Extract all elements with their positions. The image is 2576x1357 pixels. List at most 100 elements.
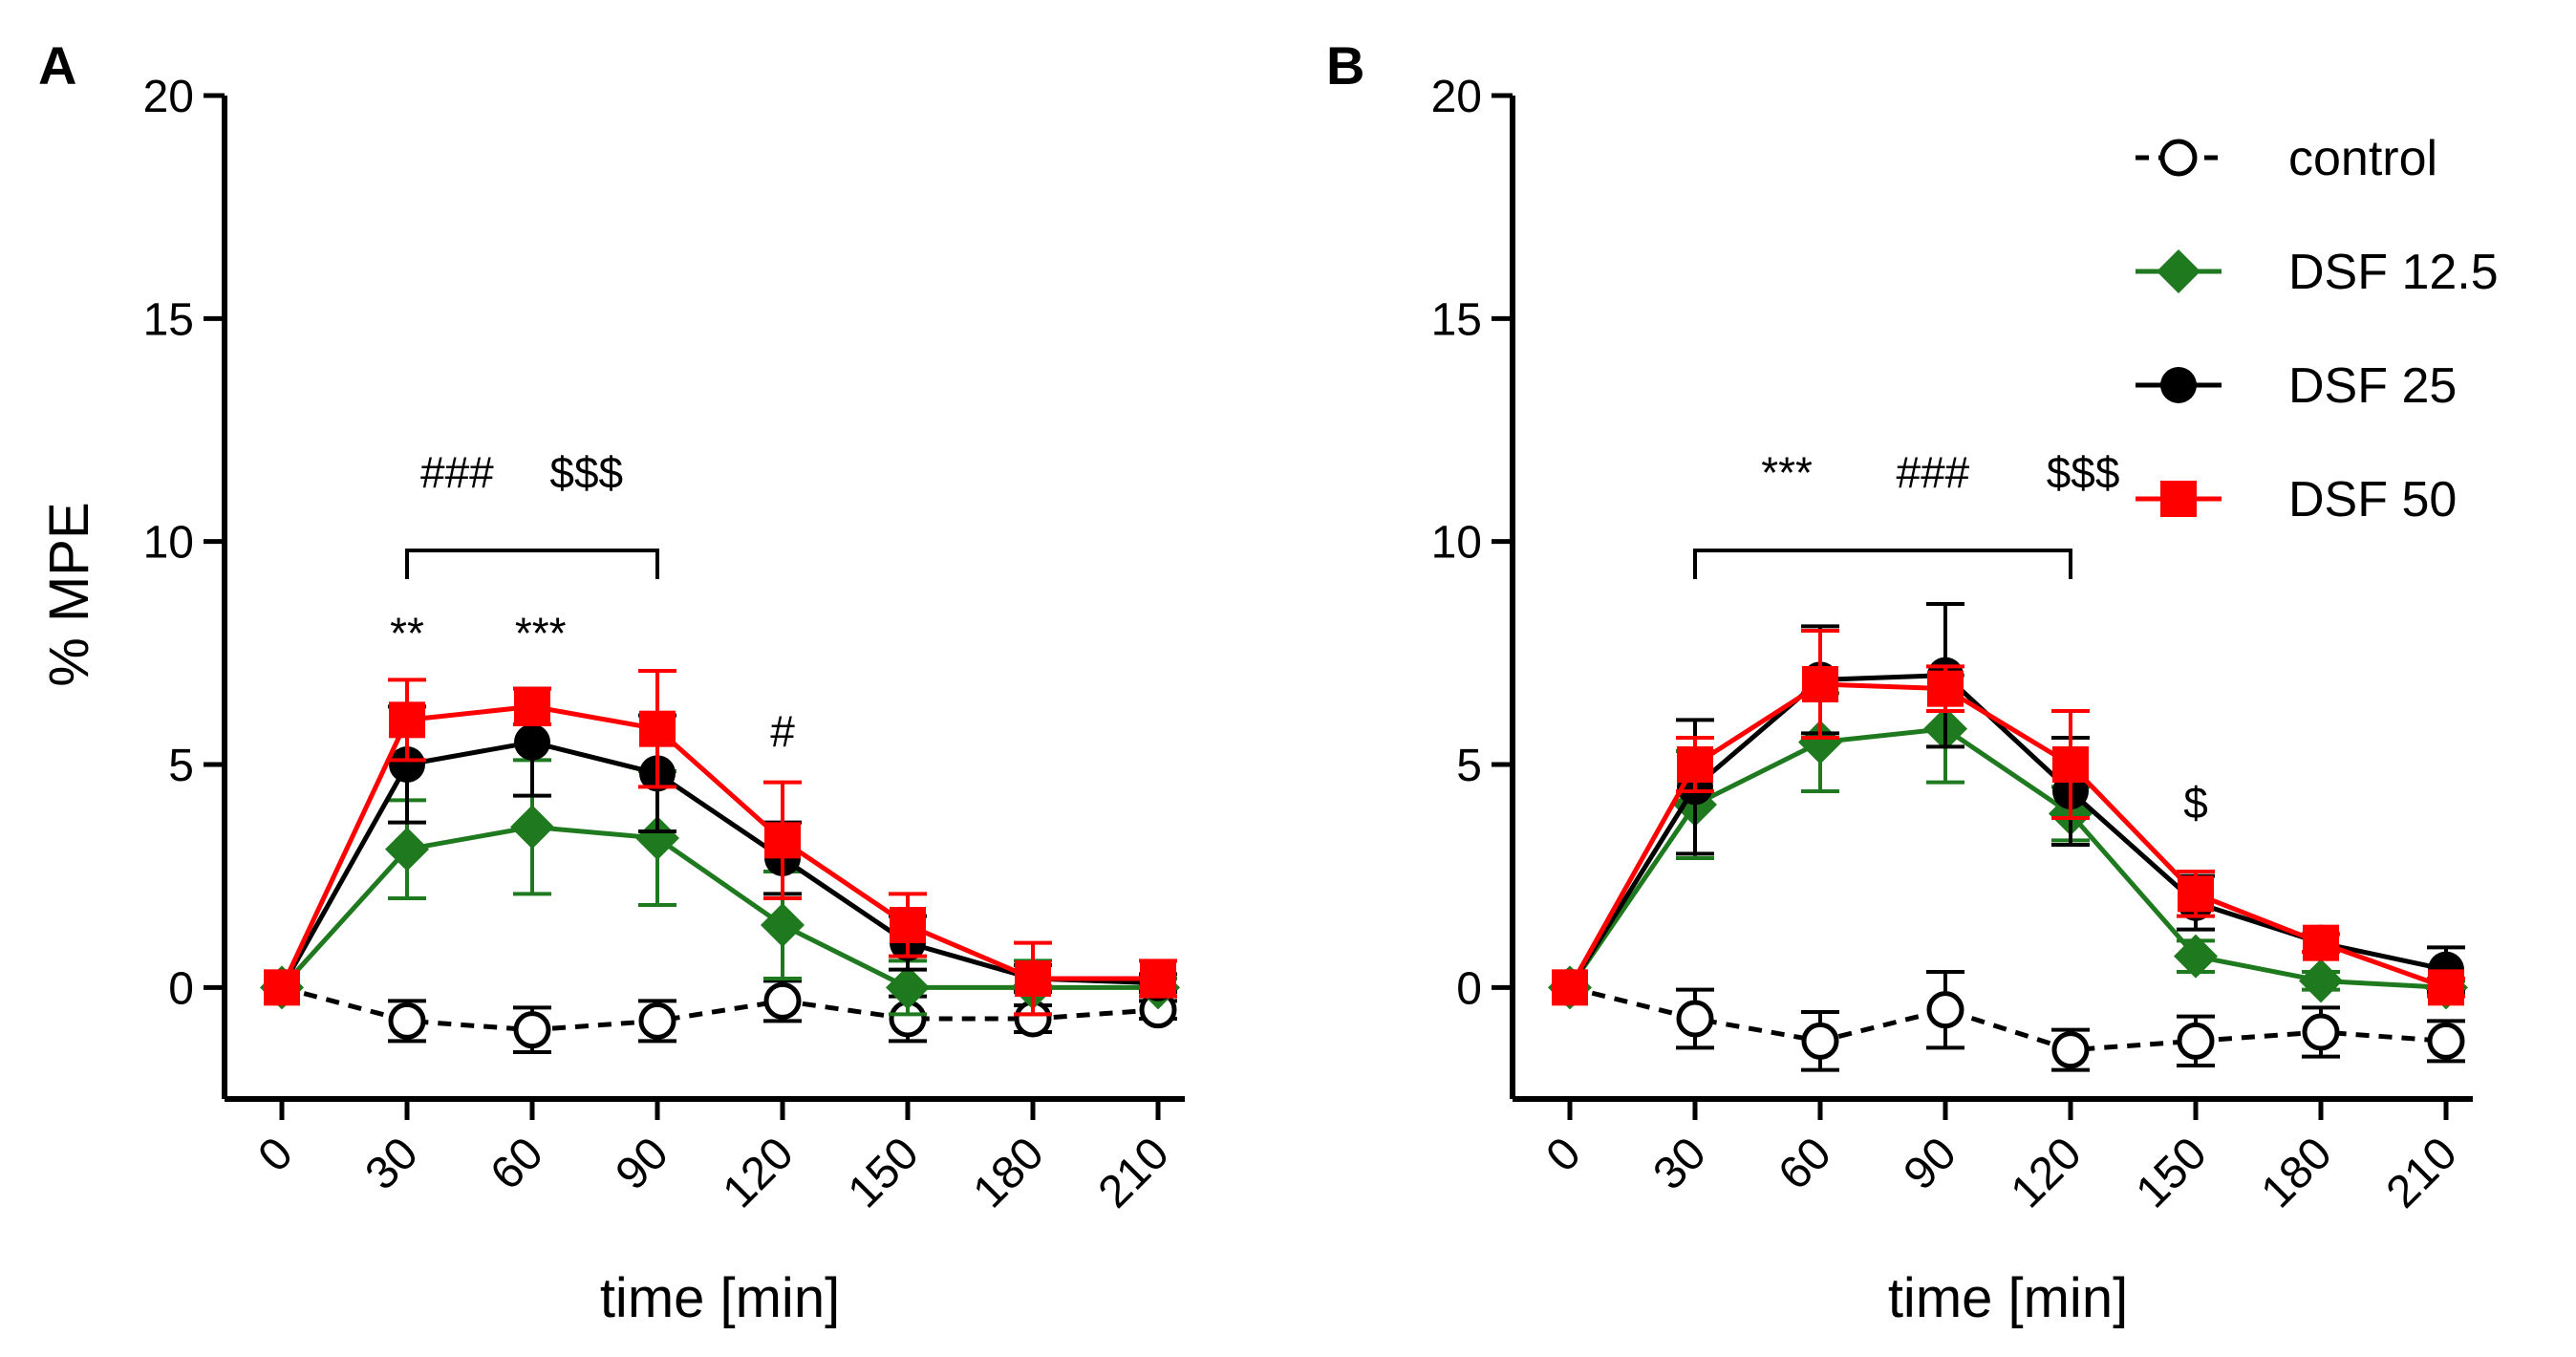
data-point	[2428, 969, 2464, 1006]
series-line	[1567, 726, 2447, 990]
data-point	[1015, 960, 1051, 997]
series-line	[1569, 984, 2447, 1053]
x-tick-label: 150	[839, 1128, 929, 1217]
significance-marker: ###	[1897, 448, 1970, 498]
data-point	[2159, 139, 2198, 177]
panel-b: B 0 5 10 15 20 0 30 60 90 120 150 180 210 time [min] **…	[1326, 35, 2499, 1329]
data-point	[1802, 666, 1838, 702]
data-point	[1676, 1000, 1714, 1038]
legend-entry: DSF 25	[2136, 358, 2457, 414]
legend-label: control	[2288, 131, 2437, 186]
y-tick-label: 20	[143, 72, 194, 122]
significance-bracket	[1693, 549, 2072, 579]
data-point	[2427, 1022, 2465, 1060]
series-dsf-50	[1552, 629, 2465, 1006]
data-point	[764, 822, 801, 859]
legend-entry: DSF 50	[2136, 472, 2457, 528]
data-point	[890, 907, 926, 943]
data-point	[2303, 924, 2339, 961]
x-tick-label: 90	[607, 1128, 678, 1199]
y-tick-label: 20	[1431, 72, 1482, 122]
y-tick-label: 0	[168, 963, 194, 1014]
x-axis-title: time [min]	[1888, 1267, 2128, 1329]
x-tick-label: 180	[2252, 1128, 2342, 1217]
y-tick-label: 15	[1431, 294, 1482, 345]
data-point	[388, 1002, 426, 1040]
data-point	[513, 1011, 551, 1049]
legend-entry: DSF 12.5	[2136, 245, 2499, 300]
significance-marker: $$$	[2047, 448, 2120, 498]
data-point	[635, 816, 679, 860]
series-line	[1567, 681, 2447, 990]
data-point	[2052, 746, 2089, 783]
data-point	[514, 723, 550, 761]
x-axis-title: time [min]	[600, 1267, 840, 1329]
data-point	[2178, 875, 2214, 913]
data-point	[638, 1002, 676, 1040]
y-tick-label: 0	[1456, 963, 1482, 1014]
y-axis-title: % MPE	[38, 502, 100, 686]
data-point	[2160, 367, 2197, 403]
data-point	[2157, 249, 2200, 293]
x-tick-label: 120	[714, 1128, 804, 1217]
significance-marker: ***	[1761, 448, 1813, 498]
significance-marker: **	[390, 609, 424, 658]
significance-bracket	[405, 549, 659, 579]
data-point	[2051, 1031, 2090, 1069]
data-point	[1926, 991, 1964, 1029]
legend-label: DSF 50	[2288, 472, 2457, 528]
x-tick-label: 0	[248, 1128, 302, 1181]
data-point	[1798, 720, 1842, 765]
data-point	[1801, 1022, 1839, 1060]
x-tick-label: 120	[2002, 1128, 2092, 1217]
significance-marker: ###	[420, 448, 494, 498]
data-point	[1677, 746, 1713, 783]
x-tick-label: 150	[2127, 1128, 2217, 1217]
y-tick-label: 5	[168, 741, 194, 791]
data-point	[886, 965, 930, 1010]
series-dsf-50	[264, 669, 1177, 1017]
significance-marker: $$$	[549, 448, 623, 498]
data-point	[510, 805, 554, 850]
panel-label: B	[1326, 35, 1364, 96]
data-point	[639, 710, 676, 747]
x-tick-label: 180	[964, 1128, 1054, 1217]
data-point	[389, 746, 425, 783]
data-point	[2302, 1013, 2340, 1051]
x-tick-label: 60	[1770, 1128, 1841, 1199]
panel-a: A 0 5 10 15 20 0 30 60 90 120 150 180 210 time [min] % …	[38, 35, 1185, 1329]
x-tick-label: 60	[482, 1128, 553, 1199]
data-point	[2299, 959, 2343, 1003]
series-line	[281, 984, 1159, 1033]
y-tick-label: 5	[1456, 741, 1482, 791]
data-point	[2177, 1022, 2215, 1060]
data-point	[264, 969, 300, 1006]
x-tick-label: 210	[1089, 1128, 1179, 1217]
data-point	[1552, 969, 1588, 1006]
data-point	[389, 701, 425, 739]
x-tick-label: 30	[356, 1128, 428, 1199]
data-point	[385, 827, 429, 872]
data-point	[2160, 481, 2197, 517]
x-tick-label: 0	[1536, 1128, 1590, 1181]
significance-marker: $	[2183, 778, 2208, 828]
x-tick-label: 210	[2377, 1128, 2467, 1217]
x-tick-label: 30	[1644, 1128, 1716, 1199]
series-line	[279, 740, 1159, 989]
y-tick-label: 15	[143, 294, 194, 345]
legend-label: DSF 12.5	[2288, 245, 2499, 300]
series-line	[279, 703, 1158, 989]
data-point	[761, 903, 805, 947]
panel-label: A	[38, 35, 76, 96]
y-tick-label: 10	[143, 518, 194, 569]
data-point	[763, 981, 802, 1020]
legend-label: DSF 25	[2288, 358, 2457, 414]
data-point	[1140, 960, 1176, 997]
significance-marker: ***	[515, 609, 567, 658]
data-point	[514, 688, 550, 725]
x-tick-label: 90	[1895, 1128, 1966, 1199]
legend-entry: control	[2136, 131, 2437, 186]
data-point	[1927, 670, 1964, 707]
significance-marker: #	[770, 706, 795, 756]
